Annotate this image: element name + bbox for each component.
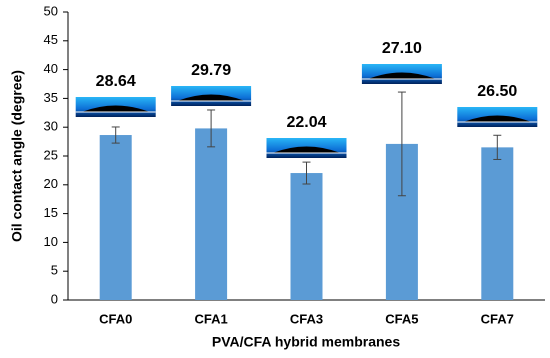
x-tick-label: CFA7 (481, 311, 514, 326)
value-label: 28.64 (96, 73, 136, 90)
droplet (463, 115, 532, 122)
y-tick-label: 15 (44, 205, 58, 220)
value-label: 27.10 (382, 40, 422, 57)
x-tick-label: CFA5 (385, 311, 418, 326)
droplet (272, 146, 341, 153)
bar (195, 128, 228, 300)
bar (99, 135, 132, 300)
droplet (177, 94, 246, 101)
bar (290, 173, 323, 300)
y-tick-label: 0 (51, 291, 58, 306)
droplet (367, 72, 436, 79)
x-tick-label: CFA1 (194, 311, 227, 326)
y-tick-label: 10 (44, 234, 58, 249)
y-tick-label: 5 (51, 263, 58, 278)
value-label: 26.50 (477, 83, 517, 100)
y-tick-label: 35 (44, 90, 58, 105)
y-tick-label: 25 (44, 147, 58, 162)
x-tick-label: CFA0 (99, 311, 132, 326)
droplet (81, 105, 150, 112)
y-tick-label: 50 (44, 3, 58, 18)
y-axis-title: Oil contact angle (degree) (9, 70, 25, 242)
y-tick-label: 45 (44, 32, 58, 47)
x-axis-title: PVA/CFA hybrid membranes (212, 334, 400, 350)
x-tick-label: CFA3 (290, 311, 323, 326)
y-tick-label: 20 (44, 176, 58, 191)
bar (481, 147, 514, 300)
y-tick-label: 40 (44, 61, 58, 76)
value-label: 22.04 (286, 114, 326, 131)
value-label: 29.79 (191, 62, 231, 79)
y-tick-label: 30 (44, 119, 58, 134)
